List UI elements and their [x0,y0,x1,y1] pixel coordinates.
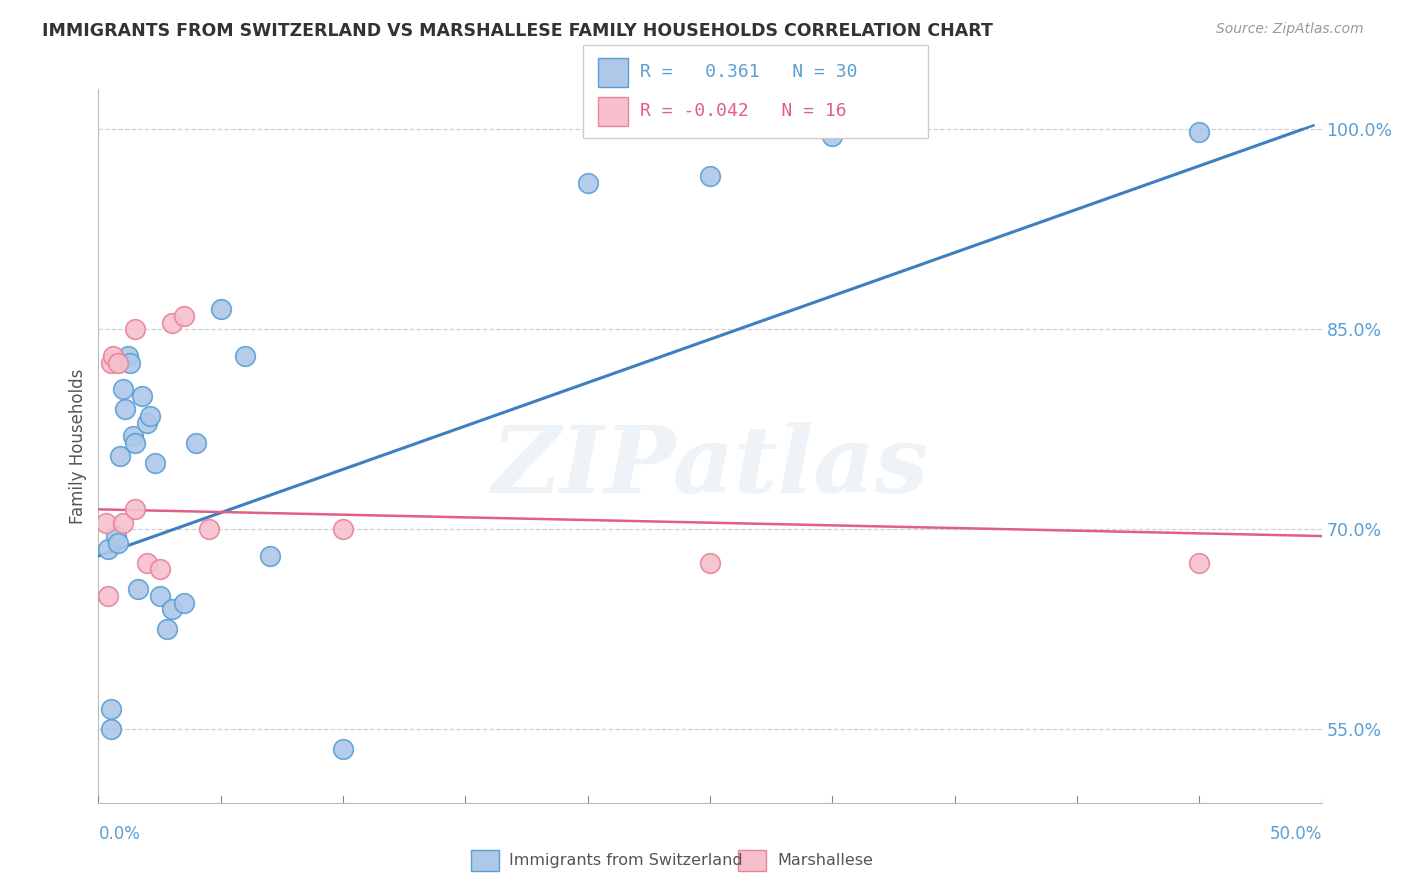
Point [576,176,599,190]
Text: R =   0.361   N = 30: R = 0.361 N = 30 [640,63,858,81]
Text: R = -0.042   N = 16: R = -0.042 N = 16 [640,103,846,120]
Point [97,542,120,557]
Text: Source: ZipAtlas.com: Source: ZipAtlas.com [1216,22,1364,37]
Point [120,356,142,370]
Point [94,516,117,530]
Point [160,602,183,616]
Point [699,169,721,183]
Text: Immigrants from Switzerland: Immigrants from Switzerland [509,854,742,868]
Point [1188,125,1211,139]
Point [209,302,232,317]
Point [124,502,146,516]
Point [110,449,132,463]
Point [111,382,134,396]
Point [197,522,219,536]
Point [117,349,139,363]
Point [100,702,122,716]
Text: ZIPatlas: ZIPatlas [492,423,928,512]
Text: 50.0%: 50.0% [1270,825,1322,843]
Point [136,416,159,430]
Point [127,582,149,597]
Point [124,435,146,450]
Point [332,522,354,536]
Point [259,549,281,563]
Point [233,349,256,363]
Point [1188,556,1211,570]
Point [821,128,844,143]
Point [124,322,146,336]
Point [104,529,127,543]
Point [699,556,721,570]
Point [114,402,136,417]
Text: 0.0%: 0.0% [98,825,141,843]
Point [173,309,195,323]
Point [149,589,172,603]
Point [100,723,122,737]
Point [107,356,129,370]
Point [173,596,195,610]
Point [143,456,166,470]
Point [101,349,124,363]
Point [97,589,120,603]
Point [107,535,129,549]
Point [149,562,172,576]
Point [186,435,208,450]
Point [136,556,159,570]
Point [332,742,354,756]
Point [160,316,183,330]
Text: Marshallese: Marshallese [778,854,873,868]
Point [121,429,143,443]
Point [131,389,153,403]
Text: IMMIGRANTS FROM SWITZERLAND VS MARSHALLESE FAMILY HOUSEHOLDS CORRELATION CHART: IMMIGRANTS FROM SWITZERLAND VS MARSHALLE… [42,22,993,40]
Point [111,516,134,530]
Point [156,623,179,637]
Y-axis label: Family Households: Family Households [69,368,87,524]
Point [139,409,162,423]
Point [100,356,122,370]
